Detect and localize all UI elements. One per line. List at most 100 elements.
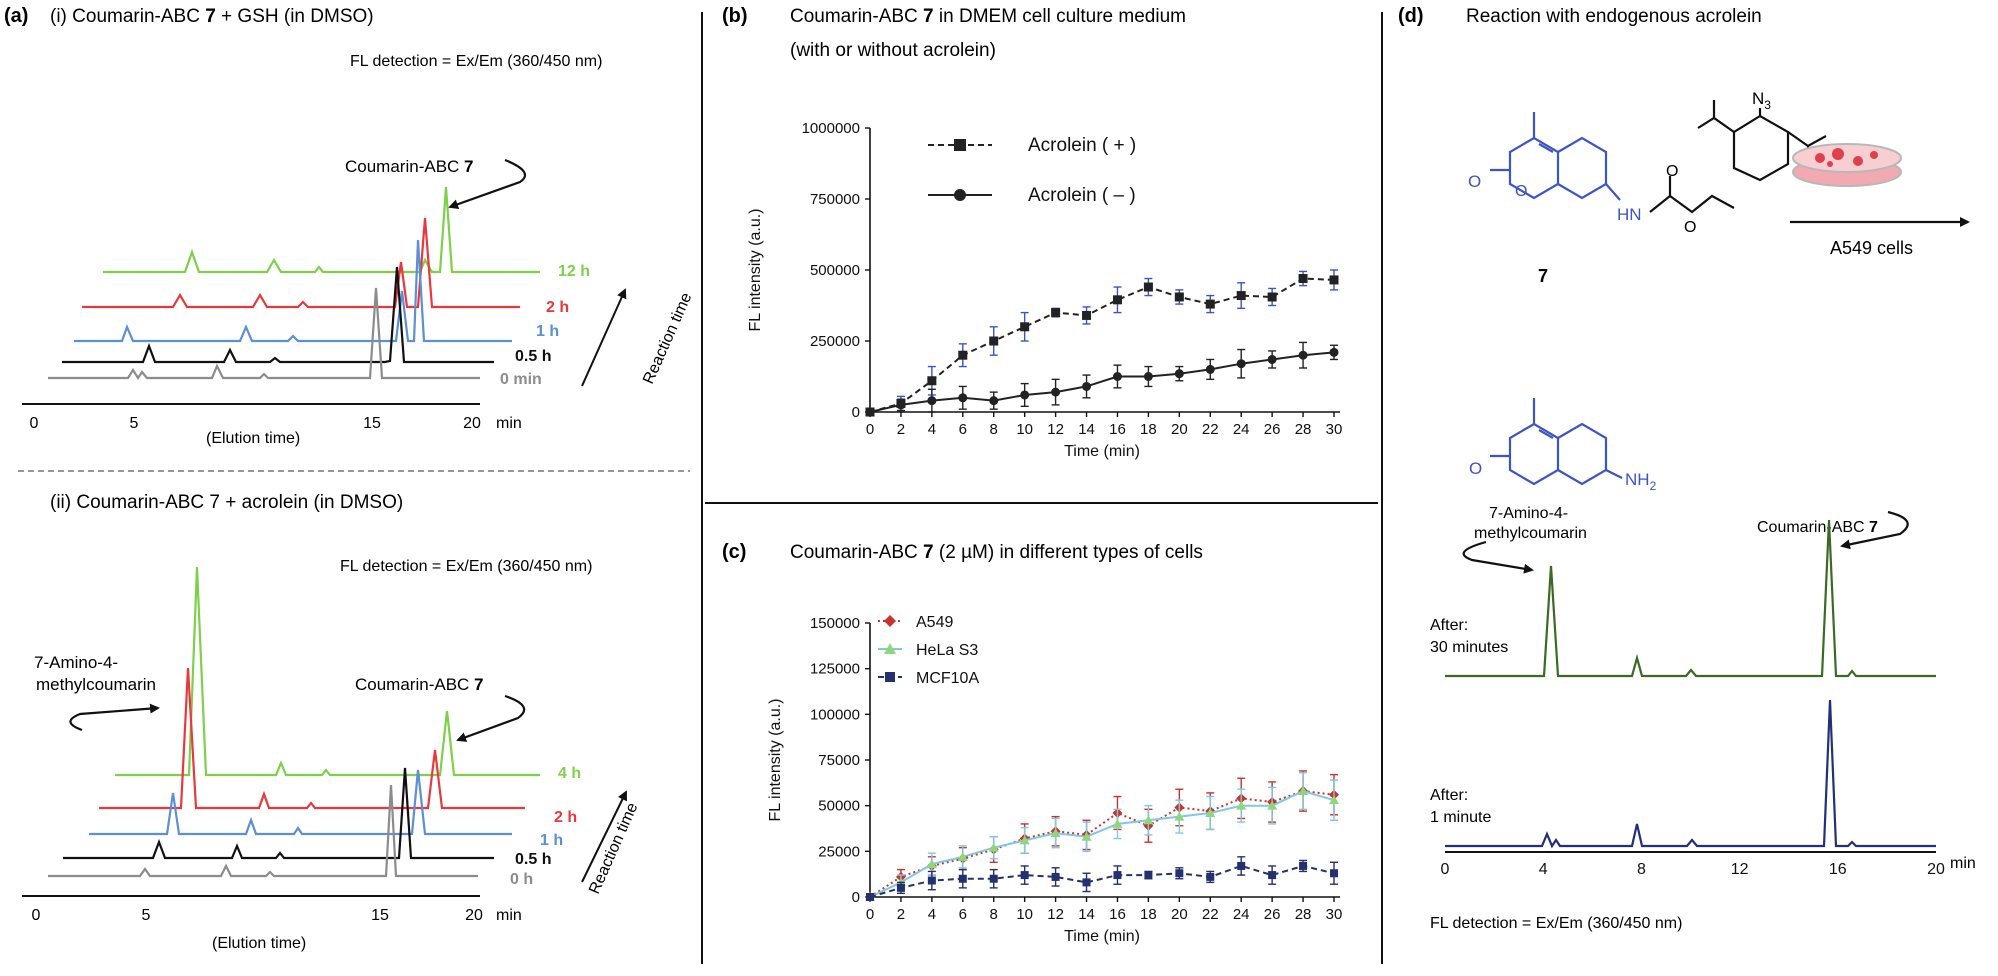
data-point: [988, 842, 999, 852]
panel-d: (d) Reaction with endogenous acrolein O …: [1398, 5, 1976, 932]
data-point: [989, 336, 999, 346]
panel-d-xtick: 20: [1927, 861, 1945, 878]
data-point: [1112, 295, 1122, 305]
y-tick-label: 25000: [818, 843, 860, 860]
trace-1min: [1445, 699, 1936, 849]
data-point: [1174, 369, 1184, 379]
isopropyl-left: [1697, 100, 1735, 133]
panel-a-ii-xtick: 5: [142, 907, 151, 924]
panel-b: (b) Coumarin-ABC 7 in DMEM cell culture …: [722, 5, 1342, 460]
panel-a-i-label-2h: 2 h: [546, 299, 569, 316]
panel-a-ii-detection: FL detection = Ex/Em (360/450 nm): [340, 558, 592, 575]
panel-c-letter: (c): [722, 541, 746, 563]
x-tick-label: 18: [1140, 421, 1157, 438]
data-point: [1143, 372, 1153, 381]
panel-a-i-trace-1h: [74, 239, 512, 343]
coumarin-abc-structure: [1490, 100, 1827, 214]
data-point: [1237, 861, 1246, 870]
x-tick-label: 30: [1326, 421, 1343, 438]
y-tick-label: 125000: [810, 661, 860, 678]
panel-a-i-time-label: Reaction time: [640, 290, 695, 386]
legend-marker: [884, 615, 896, 627]
x-tick-label: 22: [1202, 906, 1219, 923]
data-point: [1082, 310, 1092, 320]
data-point: [1267, 354, 1277, 364]
y-tick-label: 100000: [810, 706, 860, 723]
panel-a-ii-label-4h: 4 h: [558, 765, 581, 782]
panel-d-xtick: 8: [1637, 861, 1646, 878]
x-tick-label: 24: [1233, 906, 1250, 923]
trace-30min-label-1: After:: [1430, 617, 1468, 634]
data-point: [989, 396, 999, 406]
legend-marker: [885, 672, 895, 682]
x-tick-label: 4: [928, 421, 936, 438]
x-tick-label: 26: [1264, 906, 1281, 923]
panel-d-xtick: 12: [1731, 861, 1749, 878]
panel-a-ii-trace-4h: [115, 566, 540, 777]
data-point: [1267, 292, 1277, 302]
data-point: [958, 393, 968, 403]
panel-a-ii-label-0-5h: 0.5 h: [515, 851, 551, 868]
panel-a-ii-peak-arrow: [456, 694, 526, 742]
x-tick-label: 16: [1109, 906, 1126, 923]
panel-a-ii-xtick: 15: [371, 907, 389, 924]
data-point: [927, 376, 937, 386]
legend-label: Acrolein ( + ): [1028, 135, 1136, 156]
panel-a-ii-amc-label-2: methylcoumarin: [36, 675, 156, 694]
legend-marker: [884, 643, 896, 654]
data-point: [1113, 871, 1122, 880]
data-point: [1268, 871, 1277, 880]
panel-a-ii-title: (ii) Coumarin-ABC 7 + acrolein (in DMSO): [50, 492, 403, 513]
data-point: [958, 874, 967, 883]
x-tick-label: 6: [959, 906, 967, 923]
y-tick-label: 0: [852, 404, 860, 421]
x-tick-label: 20: [1171, 906, 1188, 923]
panel-a-i-detection: FL detection = Ex/Em (360/450 nm): [350, 53, 602, 70]
data-point: [1330, 869, 1338, 878]
trace-1min-label-1: After:: [1430, 787, 1468, 804]
data-point: [1267, 800, 1278, 810]
series-line: [869, 277, 1335, 413]
abc-peak-label: Coumarin-ABC 7: [1757, 519, 1878, 536]
panel-a-ii-label-2h: 2 h: [554, 809, 577, 826]
series-line: [869, 864, 1335, 898]
data-point: [1144, 871, 1153, 880]
panel-a-ii-xunit: min: [496, 907, 522, 924]
amc-label-2: methylcoumarin: [1474, 525, 1587, 542]
carbonyl-o-label: O: [1468, 172, 1481, 191]
data-point: [1112, 818, 1123, 828]
panel-a-i-xtick: 20: [463, 415, 481, 432]
double-bond: [1538, 143, 1554, 153]
y-tick-label: 75000: [818, 752, 860, 769]
panel-d-title: Reaction with endogenous acrolein: [1466, 6, 1762, 27]
amc-carbonyl-o-label: O: [1469, 459, 1482, 478]
x-tick-label: 28: [1295, 421, 1312, 438]
data-point: [1019, 835, 1030, 845]
panel-a-i-xtick: 5: [130, 415, 139, 432]
panel-a-i-xlabel: (Elution time): [206, 430, 300, 447]
data-point: [1175, 869, 1184, 878]
panel-c-title: Coumarin-ABC 7 (2 µM) in different types…: [790, 542, 1203, 563]
data-point: [896, 400, 906, 410]
panel-d-detection: FL detection = Ex/Em (360/450 nm): [1430, 915, 1682, 932]
data-point: [1020, 871, 1029, 880]
panel-a-i-trace-12h: [103, 186, 540, 274]
petri-dish-icon: [1792, 143, 1902, 187]
data-point: [1206, 872, 1215, 881]
legend-marker: [954, 189, 966, 201]
panel-d-xtick: 16: [1829, 861, 1847, 878]
panel-a-i-label-0min: 0 min: [500, 371, 542, 388]
data-point: [1051, 872, 1060, 881]
x-axis-label: Time (min): [1064, 443, 1140, 460]
panel-c: (c) Coumarin-ABC 7 (2 µM) in different t…: [722, 541, 1342, 945]
y-tick-label: 0: [852, 889, 860, 906]
y-tick-label: 250000: [810, 333, 860, 350]
legend-label: MCF10A: [916, 670, 979, 687]
series-line: [869, 790, 1335, 898]
panel-a-ii-trace-1h: [89, 769, 512, 836]
data-point: [1205, 807, 1216, 817]
x-tick-label: 10: [1016, 421, 1033, 438]
x-tick-label: 0: [866, 421, 874, 438]
data-point: [1082, 878, 1091, 887]
